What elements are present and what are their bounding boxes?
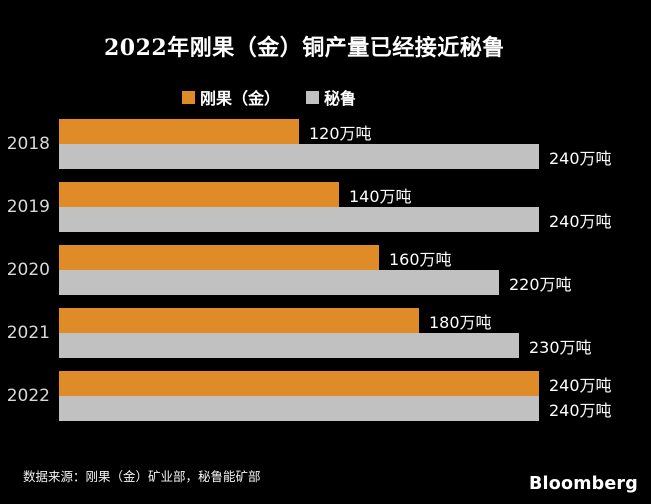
bar-value-label: 160万吨 — [389, 249, 452, 269]
year-label: 2018 — [6, 134, 50, 154]
bar-2021-congo — [59, 308, 419, 333]
bar-value-label: 220万吨 — [509, 274, 572, 294]
bar-2020-peru — [59, 270, 499, 295]
barline-2020-series-1: 220万吨 — [59, 270, 651, 295]
chart-row-2018: 2018 120万吨 240万吨 — [0, 119, 651, 169]
bar-2018-congo — [59, 119, 299, 144]
bar-value-label: 140万吨 — [349, 186, 412, 206]
barline-2018-series-1: 240万吨 — [59, 144, 651, 169]
legend-label: 秘鲁 — [324, 89, 357, 108]
legend-swatch-icon — [182, 90, 195, 104]
bar-value-label: 240万吨 — [549, 148, 612, 168]
barline-2022-series-0: 240万吨 — [59, 371, 651, 396]
bar-value-label: 240万吨 — [549, 400, 612, 420]
bar-value-label: 230万吨 — [529, 337, 592, 357]
bar-2019-peru — [59, 207, 539, 232]
legend-label: 刚果（金） — [200, 89, 281, 108]
bar-value-label: 240万吨 — [549, 211, 612, 231]
barline-2018-series-0: 120万吨 — [59, 119, 651, 144]
year-label: 2020 — [6, 260, 50, 280]
bar-value-label: 120万吨 — [309, 123, 372, 143]
bar-2018-peru — [59, 144, 539, 169]
bar-value-label: 240万吨 — [549, 375, 612, 395]
barline-2021-series-1: 230万吨 — [59, 333, 651, 358]
year-label: 2019 — [6, 197, 50, 217]
barline-2022-series-1: 240万吨 — [59, 396, 651, 421]
chart-row-2021: 2021 180万吨 230万吨 — [0, 308, 651, 358]
barline-2021-series-0: 180万吨 — [59, 308, 651, 333]
legend-item-1: 秘鲁 — [306, 85, 356, 109]
barline-2019-series-0: 140万吨 — [59, 182, 651, 207]
legend: 刚果（金） 秘鲁 — [182, 85, 356, 109]
year-label: 2021 — [6, 323, 50, 343]
bar-2020-congo — [59, 245, 379, 270]
chart-row-2020: 2020 160万吨 220万吨 — [0, 245, 651, 295]
bloomberg-logo: Bloomberg — [529, 474, 638, 494]
barline-2020-series-0: 160万吨 — [59, 245, 651, 270]
bar-2021-peru — [59, 333, 519, 358]
source-note: 数据来源：刚果（金）矿业部，秘鲁能矿部 — [23, 469, 261, 484]
barline-2019-series-1: 240万吨 — [59, 207, 651, 232]
chart-row-2019: 2019 140万吨 240万吨 — [0, 182, 651, 232]
bar-2022-congo — [59, 371, 539, 396]
legend-item-0: 刚果（金） — [182, 85, 280, 109]
bar-chart: 2018 120万吨 240万吨 2019 140万吨 240万吨 2020 160万吨 220… — [0, 119, 651, 434]
chart-title: 2022年刚果（金）铜产量已经接近秘鲁 — [104, 35, 505, 61]
bar-2019-congo — [59, 182, 339, 207]
bar-value-label: 180万吨 — [429, 312, 492, 332]
chart-row-2022: 2022 240万吨 240万吨 — [0, 371, 651, 421]
year-label: 2022 — [6, 386, 50, 406]
legend-swatch-icon — [306, 90, 320, 104]
bar-2022-peru — [59, 396, 539, 421]
